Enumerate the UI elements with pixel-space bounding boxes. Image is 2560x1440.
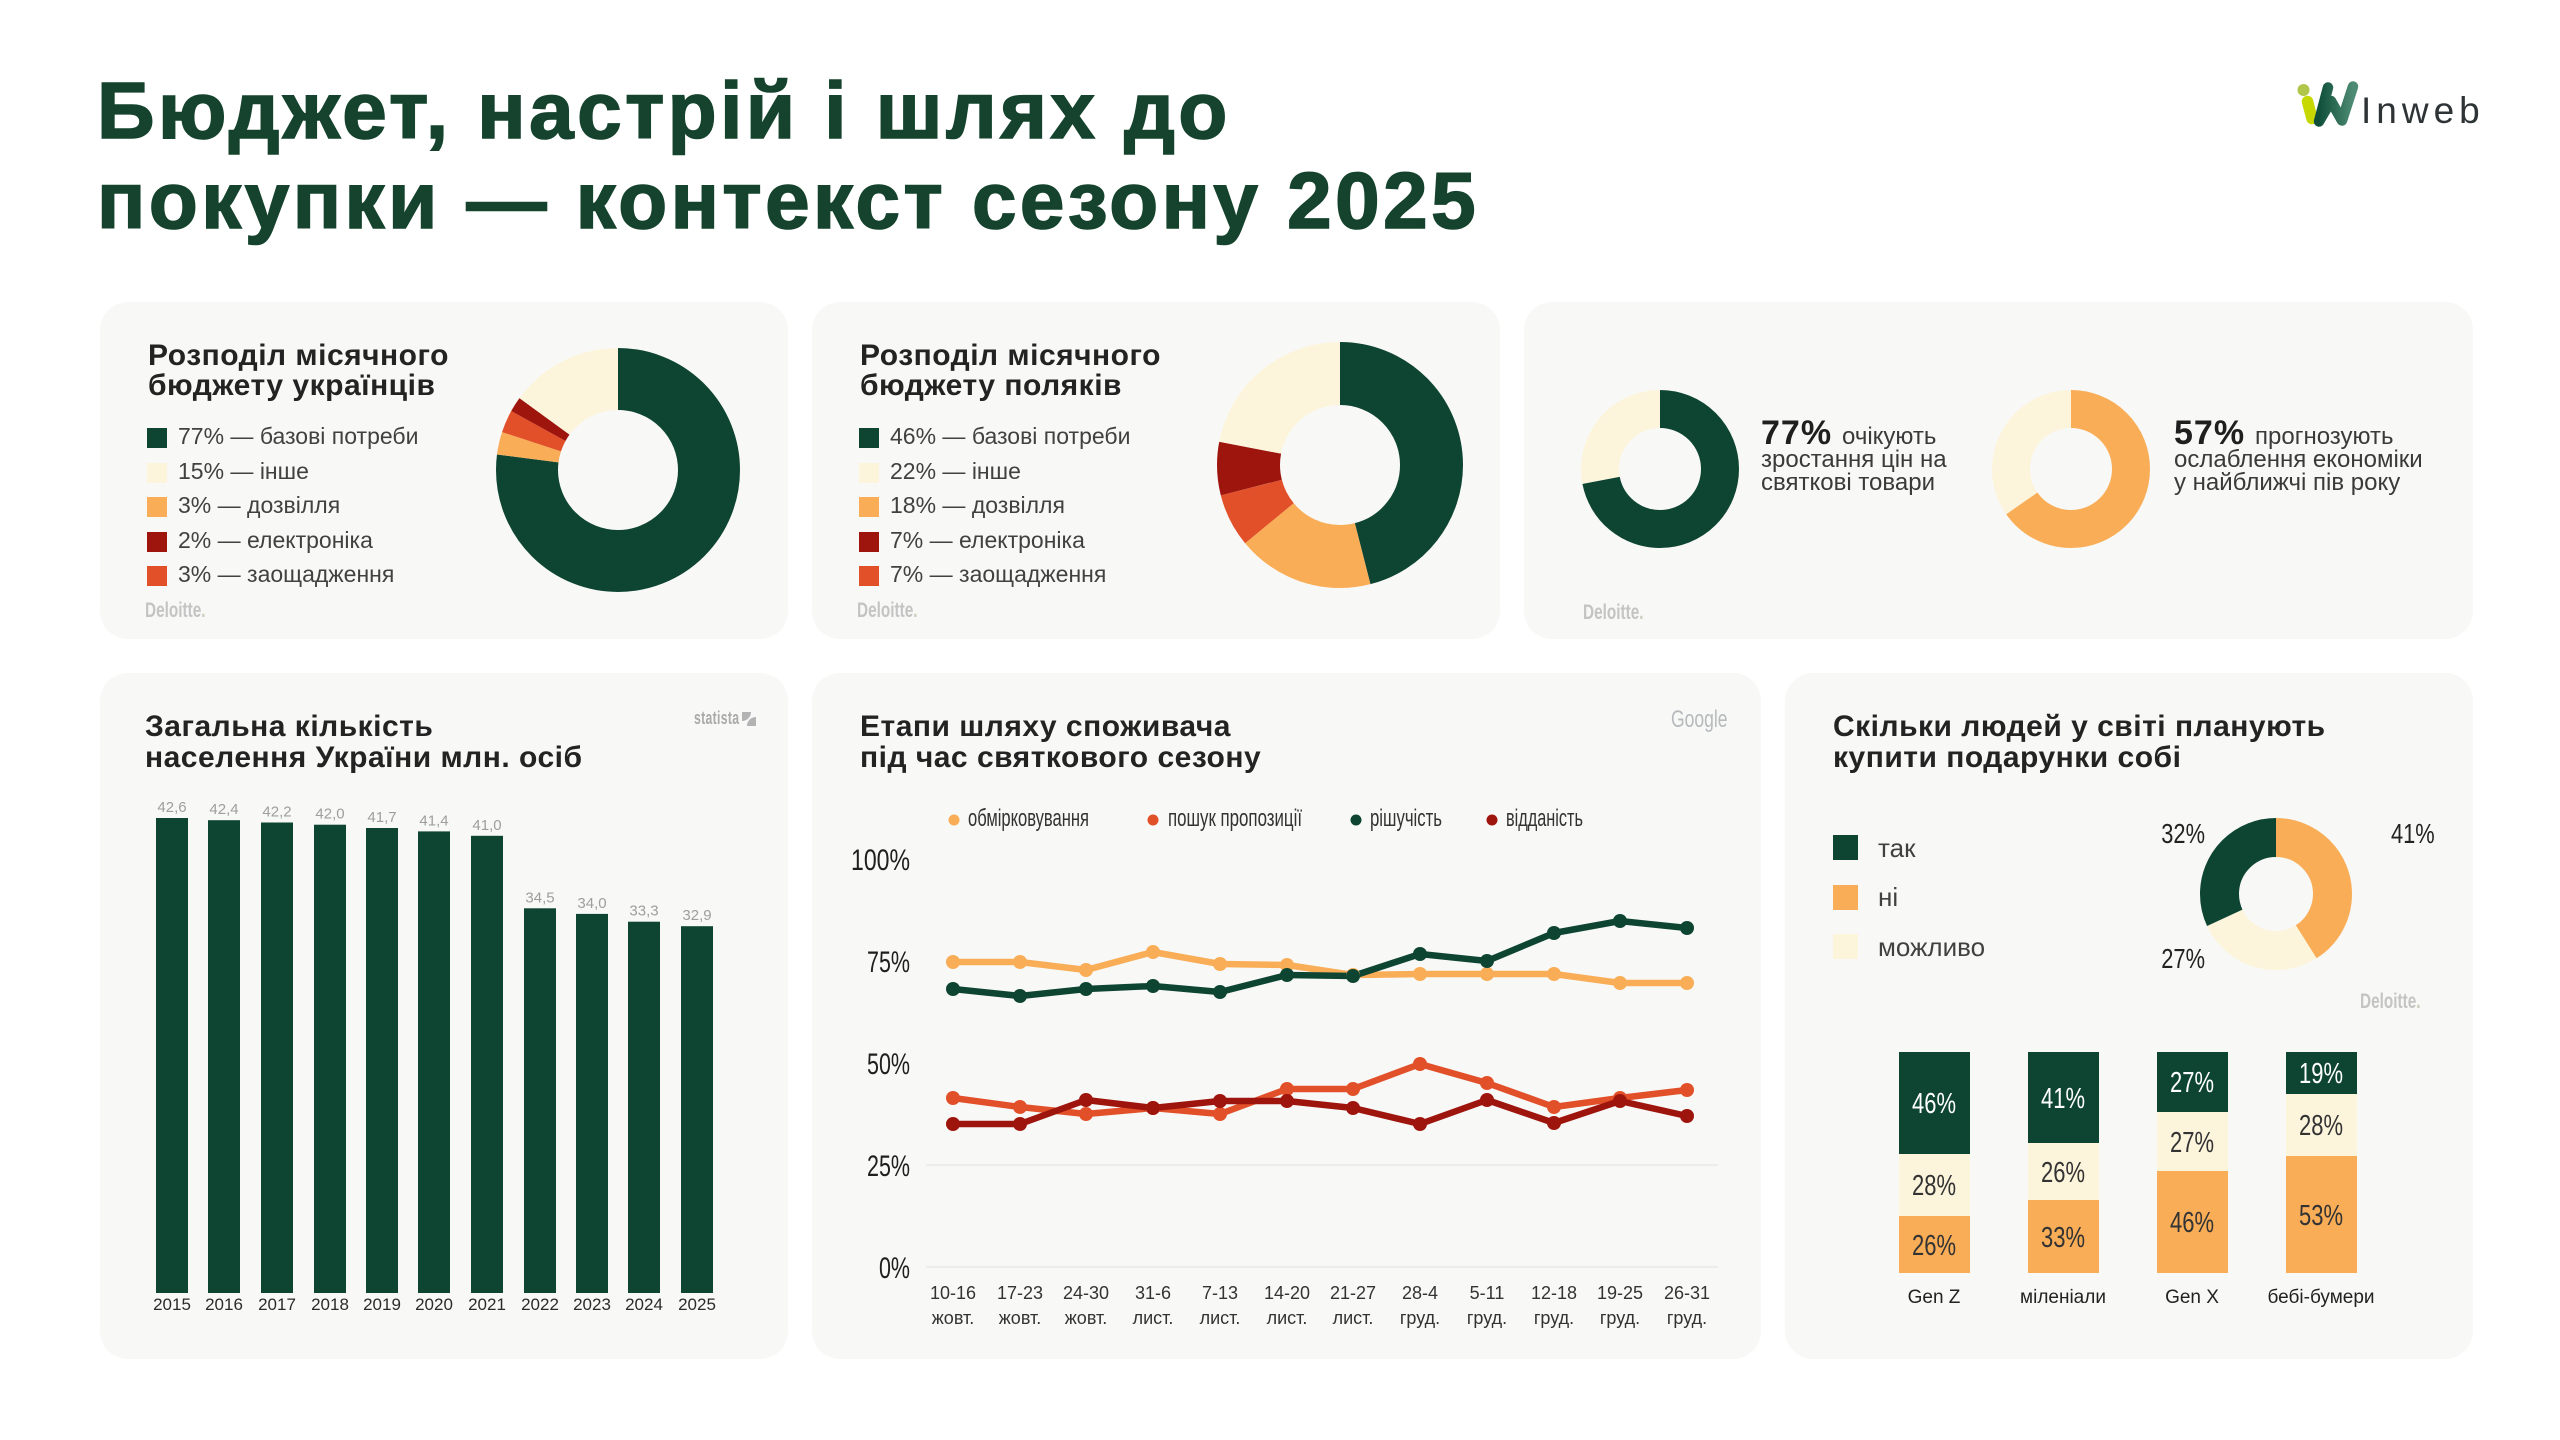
- svg-text:12-18: 12-18: [1531, 1283, 1577, 1303]
- svg-text:жовт.: жовт.: [932, 1308, 974, 1328]
- svg-text:бебі-бумери: бебі-бумери: [2267, 1287, 2374, 1308]
- svg-text:46%: 46%: [2170, 1207, 2214, 1239]
- svg-text:2018: 2018: [311, 1295, 349, 1314]
- svg-text:41,7: 41,7: [367, 809, 396, 826]
- svg-text:2024: 2024: [625, 1295, 663, 1314]
- svg-text:19%: 19%: [2299, 1058, 2343, 1090]
- svg-text:2016: 2016: [205, 1295, 243, 1314]
- svg-text:Gen Z: Gen Z: [1908, 1287, 1961, 1308]
- svg-text:лист.: лист.: [1133, 1308, 1174, 1328]
- svg-text:груд.: груд.: [1400, 1308, 1440, 1328]
- svg-text:лист.: лист.: [1333, 1308, 1374, 1328]
- svg-text:34,5: 34,5: [525, 889, 554, 906]
- svg-text:жовт.: жовт.: [999, 1308, 1041, 1328]
- svg-text:26%: 26%: [1912, 1230, 1956, 1262]
- svg-text:17-23: 17-23: [997, 1283, 1043, 1303]
- svg-text:0%: 0%: [879, 1252, 910, 1285]
- svg-text:42,6: 42,6: [157, 799, 186, 816]
- svg-text:42,4: 42,4: [209, 801, 238, 818]
- svg-text:75%: 75%: [867, 946, 910, 979]
- svg-text:19-25: 19-25: [1597, 1283, 1643, 1303]
- svg-text:2020: 2020: [415, 1295, 453, 1314]
- svg-text:41%: 41%: [2041, 1083, 2085, 1115]
- svg-text:5-11: 5-11: [1470, 1283, 1505, 1303]
- svg-text:26%: 26%: [2041, 1157, 2085, 1189]
- svg-text:2022: 2022: [521, 1295, 559, 1314]
- svg-text:28-4: 28-4: [1402, 1283, 1438, 1303]
- svg-text:33%: 33%: [2041, 1222, 2085, 1254]
- svg-text:міленіали: міленіали: [2020, 1287, 2106, 1308]
- svg-text:7-13: 7-13: [1202, 1283, 1238, 1303]
- svg-text:груд.: груд.: [1467, 1308, 1507, 1328]
- svg-text:41,4: 41,4: [419, 812, 448, 829]
- svg-text:2023: 2023: [573, 1295, 611, 1314]
- svg-text:лист.: лист.: [1267, 1308, 1308, 1328]
- svg-text:34,0: 34,0: [577, 895, 606, 912]
- svg-text:лист.: лист.: [1200, 1308, 1241, 1328]
- svg-text:26-31: 26-31: [1664, 1283, 1710, 1303]
- svg-text:33,3: 33,3: [629, 903, 658, 920]
- svg-text:14-20: 14-20: [1264, 1283, 1310, 1303]
- svg-text:груд.: груд.: [1534, 1308, 1574, 1328]
- svg-text:Gen X: Gen X: [2165, 1287, 2219, 1308]
- svg-text:2015: 2015: [153, 1295, 191, 1314]
- svg-text:100%: 100%: [851, 844, 910, 877]
- svg-text:27%: 27%: [2170, 1067, 2214, 1099]
- svg-text:27%: 27%: [2170, 1127, 2214, 1159]
- svg-text:2021: 2021: [468, 1295, 506, 1314]
- svg-text:50%: 50%: [867, 1048, 910, 1081]
- svg-text:рішучість: рішучість: [1370, 805, 1442, 832]
- svg-text:21-27: 21-27: [1330, 1283, 1376, 1303]
- svg-text:жовт.: жовт.: [1065, 1308, 1107, 1328]
- svg-text:груд.: груд.: [1667, 1308, 1707, 1328]
- svg-text:31-6: 31-6: [1135, 1283, 1171, 1303]
- svg-text:41,0: 41,0: [472, 817, 501, 834]
- svg-text:2025: 2025: [678, 1295, 716, 1314]
- svg-text:42,2: 42,2: [262, 804, 291, 821]
- svg-text:46%: 46%: [1912, 1088, 1956, 1120]
- svg-text:53%: 53%: [2299, 1200, 2343, 1232]
- svg-text:обмірковування: обмірковування: [968, 805, 1089, 832]
- svg-text:пошук пропозиції: пошук пропозиції: [1168, 805, 1302, 832]
- svg-text:2017: 2017: [258, 1295, 296, 1314]
- svg-text:25%: 25%: [867, 1150, 910, 1183]
- svg-text:груд.: груд.: [1600, 1308, 1640, 1328]
- svg-text:32,9: 32,9: [682, 907, 711, 924]
- svg-text:28%: 28%: [1912, 1170, 1956, 1202]
- svg-text:Inweb: Inweb: [2361, 90, 2485, 131]
- svg-text:28%: 28%: [2299, 1110, 2343, 1142]
- svg-text:2019: 2019: [363, 1295, 401, 1314]
- svg-text:42,0: 42,0: [315, 806, 344, 823]
- svg-text:відданість: відданість: [1506, 805, 1583, 832]
- svg-text:10-16: 10-16: [930, 1283, 976, 1303]
- svg-text:24-30: 24-30: [1063, 1283, 1109, 1303]
